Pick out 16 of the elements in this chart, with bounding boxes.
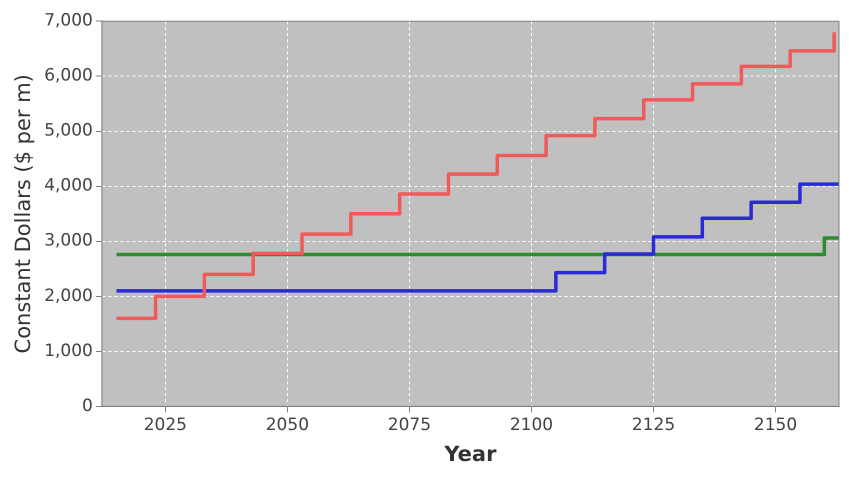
x-tick-label: 2075	[388, 415, 432, 436]
y-tick-label: 6,000	[44, 66, 93, 86]
x-tick-label: 2025	[144, 415, 187, 436]
y-tick-label: 7,000	[44, 10, 93, 31]
y-tick-label: 3,000	[44, 230, 93, 251]
x-tick-label: 2150	[754, 415, 798, 436]
x-tick-label: 2100	[510, 415, 554, 436]
x-tick-label: 2125	[632, 415, 676, 436]
y-tick-label: 2,000	[44, 286, 93, 306]
y-axis-title: Constant Dollars ($ per m)	[11, 74, 36, 354]
y-tick-label: 1,000	[44, 340, 93, 361]
y-tick-label: 0	[82, 396, 93, 416]
x-axis-title: Year	[443, 442, 498, 466]
y-tick-label: 5,000	[44, 120, 93, 141]
y-tick-label: 4,000	[44, 176, 93, 196]
x-tick-label: 2050	[266, 415, 310, 436]
